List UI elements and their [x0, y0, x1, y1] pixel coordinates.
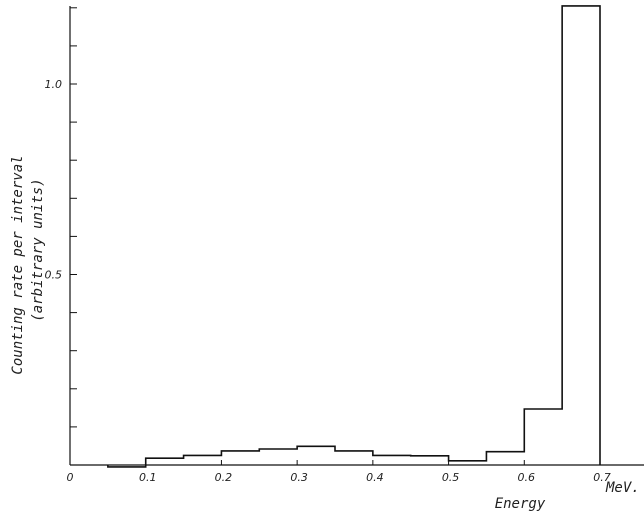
histogram-bin	[562, 6, 600, 465]
histogram-bin	[486, 452, 524, 465]
y-axis-tick-labels: 0.5 1.0	[45, 78, 63, 282]
y-tick-label: 0.5	[45, 269, 63, 282]
x-tick-label: 0.1	[139, 471, 157, 484]
y-tick-label: 1.0	[45, 78, 63, 91]
x-tick-label: 0.7	[593, 471, 611, 484]
x-tick-label: 0.5	[442, 471, 460, 484]
y-axis-title-line2: (arbitrary units)	[30, 178, 46, 321]
x-tick-label: 0.2	[215, 471, 233, 484]
histogram-bin	[411, 456, 449, 465]
histogram-bin	[259, 449, 297, 465]
histogram-bin	[108, 465, 146, 467]
histogram-bin	[221, 451, 259, 465]
y-axis-title-line1: Counting rate per interval	[10, 155, 26, 374]
histogram-bin	[524, 409, 562, 465]
y-axis-ticks	[70, 7, 77, 428]
histogram-outline	[107, 5, 601, 468]
x-axis-tick-labels: 0.1 0.2 0.3 0.4 0.5 0.6 0.7	[139, 471, 611, 484]
histogram-bins	[108, 6, 600, 467]
x-tick-label: 0.4	[366, 471, 384, 484]
origin-label: 0	[67, 471, 74, 484]
histogram-bin	[373, 455, 411, 465]
histogram-bin	[335, 451, 373, 465]
x-tick-label: 0.6	[518, 471, 536, 484]
x-tick-label: 0.3	[290, 471, 308, 484]
histogram-bin	[449, 461, 487, 465]
x-axis-unit: MeV.	[605, 480, 640, 496]
histogram-bin	[146, 458, 184, 465]
histogram-bin	[184, 455, 222, 465]
x-axis-title: Energy	[495, 496, 546, 512]
histogram-bin	[297, 446, 335, 465]
